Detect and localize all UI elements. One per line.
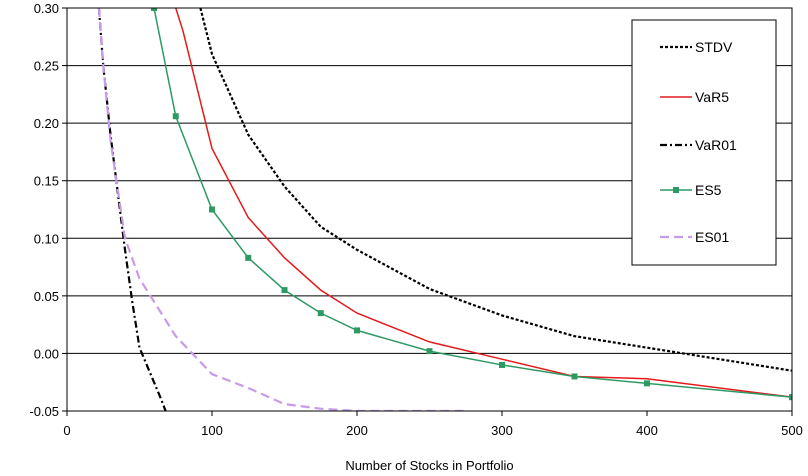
x-tick-label-0: 0 bbox=[63, 423, 70, 438]
data-point-es5-5 bbox=[317, 310, 324, 317]
x-tick-label-2: 200 bbox=[346, 423, 368, 438]
series-es01 bbox=[97, 8, 466, 411]
y-tick-label-5: 0.20 bbox=[34, 116, 59, 131]
x-axis-ticks: 0 100 200 300 400 500 bbox=[63, 411, 803, 438]
series-line-var5 bbox=[175, 8, 792, 398]
x-axis-title: Number of Stocks in Portfolio bbox=[345, 458, 513, 473]
x-tick-label-3: 300 bbox=[491, 423, 513, 438]
series-stdv bbox=[199, 8, 792, 372]
data-point-es5-10 bbox=[644, 380, 650, 387]
series-line-es01 bbox=[97, 8, 466, 411]
legend-label-stdv: STDV bbox=[695, 39, 733, 55]
legend: STDV VaR5 VaR01 ES5 ES01 bbox=[631, 19, 777, 266]
legend-label-var5: VaR5 bbox=[695, 89, 729, 105]
series-var5 bbox=[175, 8, 792, 398]
y-tick-label-1: 0.00 bbox=[34, 346, 59, 361]
data-point-es5-7 bbox=[426, 348, 433, 355]
legend-label-es01: ES01 bbox=[695, 229, 729, 245]
y-tick-label-4: 0.15 bbox=[34, 174, 59, 189]
series-es5 bbox=[151, 8, 792, 401]
data-point-es5-2 bbox=[209, 206, 215, 213]
y-tick-label-2: 0.05 bbox=[34, 289, 59, 304]
gridlines bbox=[67, 7, 792, 412]
data-point-es5-8 bbox=[499, 361, 505, 368]
legend-box bbox=[631, 19, 777, 266]
series-line-var01 bbox=[97, 8, 167, 411]
y-tick-label-7: 0.30 bbox=[34, 1, 59, 16]
x-tick-label-5: 500 bbox=[781, 423, 803, 438]
y-tick-label-0: -0.05 bbox=[29, 404, 59, 419]
series-line-stdv bbox=[199, 8, 792, 372]
data-point-es5-9 bbox=[571, 373, 578, 380]
series-line-es5 bbox=[153, 8, 792, 398]
data-point-es5-0 bbox=[151, 8, 157, 11]
y-tick-label-6: 0.25 bbox=[34, 59, 59, 74]
y-tick-label-3: 0.10 bbox=[34, 231, 59, 246]
x-tick-label-1: 100 bbox=[201, 423, 223, 438]
data-point-es5-1 bbox=[172, 113, 179, 120]
y-axis-ticks: -0.05 0.00 0.05 0.10 0.15 0.20 0.25 0.30 bbox=[29, 1, 67, 419]
x-tick-label-4: 400 bbox=[636, 423, 658, 438]
legend-label-es5: ES5 bbox=[695, 182, 722, 198]
data-point-es5-4 bbox=[281, 287, 288, 294]
series-var01 bbox=[97, 8, 167, 411]
legend-label-var01: VaR01 bbox=[695, 137, 737, 153]
data-point-es5-6 bbox=[354, 327, 360, 334]
data-point-es5-3 bbox=[245, 254, 252, 261]
data-point-es5-11 bbox=[789, 394, 792, 401]
plot-frame bbox=[66, 7, 793, 412]
series-layer bbox=[97, 8, 792, 411]
legend-marker-es5 bbox=[673, 187, 679, 193]
